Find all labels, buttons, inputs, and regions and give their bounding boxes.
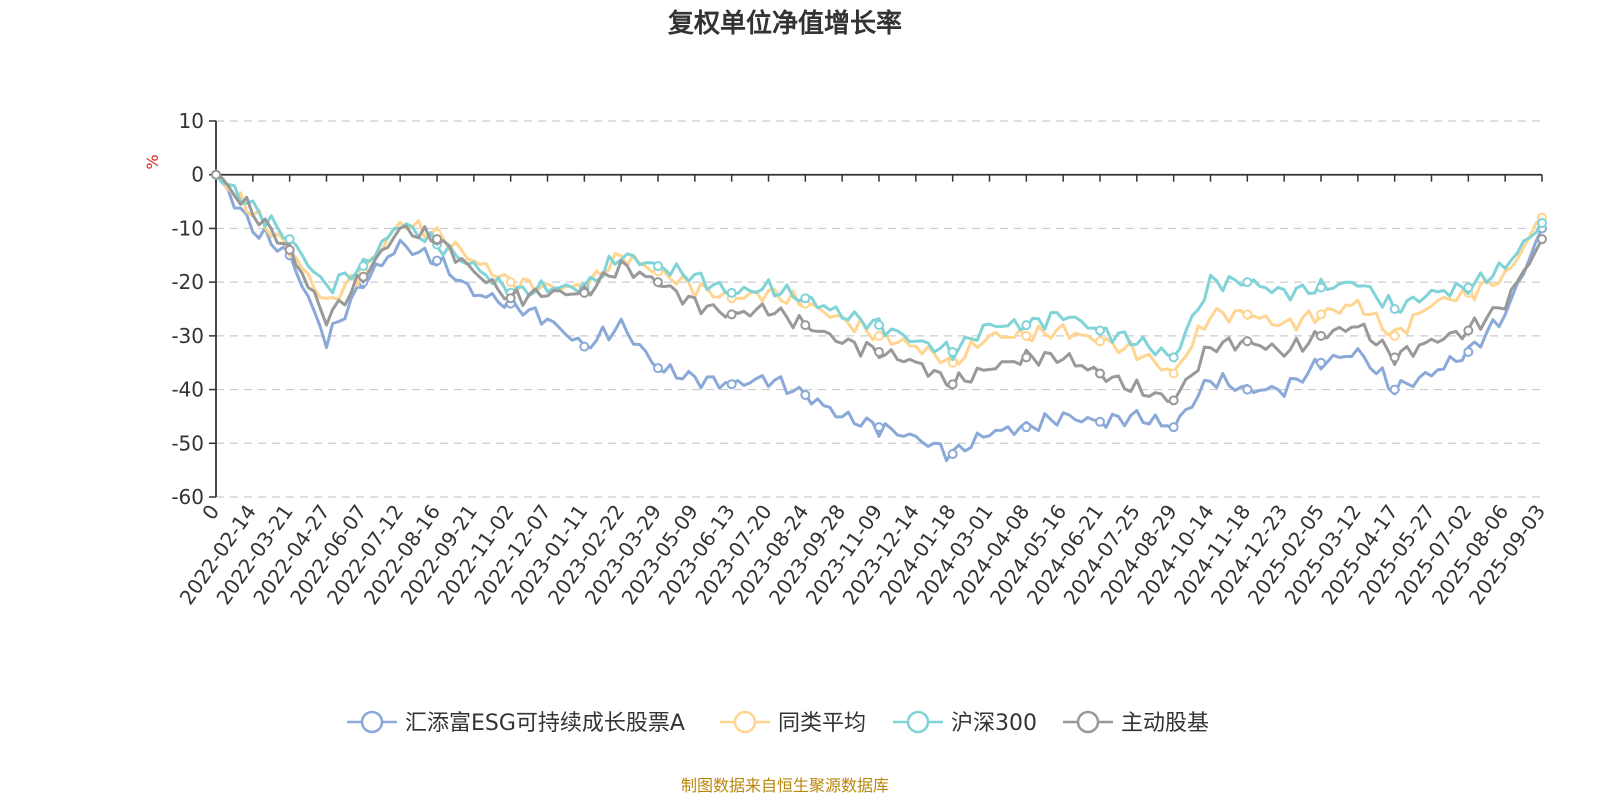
data-point — [1316, 330, 1326, 341]
data-point — [874, 346, 884, 357]
data-point — [432, 255, 442, 266]
data-point — [505, 293, 516, 304]
data-point — [358, 271, 369, 282]
data-point — [1316, 357, 1326, 368]
y-tick-label: -30 — [171, 324, 204, 348]
data-point — [874, 422, 884, 433]
series-line — [214, 173, 1544, 373]
data-point — [432, 234, 442, 245]
y-axis-unit: % — [143, 154, 162, 169]
legend-marker-icon — [906, 710, 930, 734]
data-point — [1021, 422, 1032, 433]
legend[interactable]: 汇添富ESG可持续成长股票A 同类平均 沪深300 主动股基 — [347, 710, 1209, 736]
data-point — [726, 379, 737, 390]
data-point — [1095, 325, 1105, 336]
y-axis: 10 0 -10 -20 -30 -40 -50 -60 — [171, 109, 217, 509]
legend-label: 汇添富ESG可持续成长股票A — [405, 711, 685, 736]
data-point — [1537, 218, 1547, 229]
legend-item[interactable]: 主动股基 — [1063, 710, 1209, 736]
y-tick-label: -10 — [171, 216, 204, 240]
data-point — [653, 261, 663, 272]
data-point — [1537, 234, 1547, 245]
legend-item[interactable]: 同类平均 — [720, 710, 866, 736]
data-point — [653, 277, 663, 288]
legend-marker-icon — [733, 710, 757, 734]
data-point — [947, 379, 958, 390]
data-point — [947, 346, 958, 357]
data-point — [1389, 352, 1400, 363]
data-point — [1316, 282, 1326, 293]
series-group — [211, 169, 1547, 463]
data-point — [800, 320, 811, 331]
data-point — [1389, 304, 1400, 314]
legend-item[interactable]: 沪深300 — [893, 710, 1037, 736]
legend-label: 主动股基 — [1121, 711, 1209, 736]
data-point — [1389, 384, 1400, 395]
data-point — [1389, 330, 1400, 341]
data-point — [1463, 346, 1474, 357]
data-point — [579, 341, 590, 352]
y-tick-label: 10 — [179, 109, 204, 133]
data-point — [1168, 395, 1179, 406]
y-tick-label: 0 — [191, 163, 204, 187]
data-point — [1463, 282, 1474, 293]
data-point — [579, 287, 590, 298]
data-point — [726, 309, 737, 320]
y-tick-label: -20 — [171, 270, 204, 294]
data-point — [726, 287, 737, 298]
y-tick-label: -50 — [171, 431, 204, 455]
x-axis: 02022-02-142022-03-212022-04-272022-06-0… — [175, 173, 1550, 609]
series-line — [215, 173, 1544, 403]
data-point — [1242, 336, 1253, 347]
x-tick-label: 0 — [197, 500, 224, 524]
data-point — [800, 389, 811, 400]
data-point — [211, 169, 221, 180]
y-tick-label: -40 — [171, 378, 204, 402]
data-point — [358, 261, 369, 272]
data-point — [284, 234, 295, 245]
data-point — [1242, 384, 1253, 395]
source-note: 制图数据来自恒生聚源数据库 — [681, 776, 889, 795]
data-point — [1316, 309, 1326, 320]
legend-label: 同类平均 — [778, 711, 866, 736]
data-point — [1168, 368, 1179, 379]
legend-label: 沪深300 — [951, 711, 1037, 736]
data-point — [1168, 422, 1179, 433]
data-point — [1095, 416, 1105, 427]
data-point — [1095, 336, 1105, 347]
data-point — [1463, 325, 1474, 336]
data-point — [1242, 309, 1253, 320]
legend-item[interactable]: 汇添富ESG可持续成长股票A — [347, 710, 685, 736]
data-point — [1021, 352, 1032, 363]
data-point — [1021, 320, 1032, 331]
data-point — [1095, 368, 1105, 379]
y-tick-label: -60 — [171, 485, 204, 509]
data-point — [1168, 352, 1179, 363]
chart-title: 复权单位净值增长率 — [668, 8, 902, 39]
data-point — [1242, 277, 1253, 288]
data-point — [505, 277, 516, 288]
data-point — [653, 363, 663, 374]
data-point — [947, 449, 958, 460]
legend-marker-icon — [360, 710, 384, 734]
data-point — [874, 330, 884, 341]
data-point — [800, 293, 811, 304]
data-point — [284, 244, 295, 255]
data-point — [874, 320, 884, 331]
legend-marker-icon — [1076, 710, 1100, 734]
data-point — [1021, 330, 1032, 341]
